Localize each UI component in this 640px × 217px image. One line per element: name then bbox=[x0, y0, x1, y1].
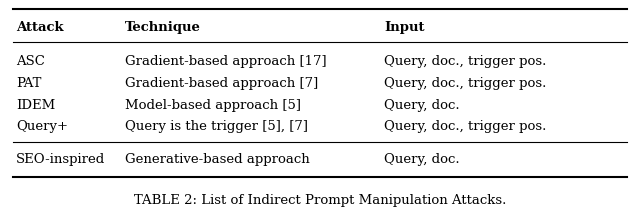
Text: Query, doc., trigger pos.: Query, doc., trigger pos. bbox=[384, 77, 547, 90]
Text: Attack: Attack bbox=[16, 21, 63, 34]
Text: Query, doc.: Query, doc. bbox=[384, 153, 460, 166]
Text: Model-based approach [5]: Model-based approach [5] bbox=[125, 99, 301, 112]
Text: Query, doc., trigger pos.: Query, doc., trigger pos. bbox=[384, 55, 547, 68]
Text: Query+: Query+ bbox=[16, 120, 68, 133]
Text: Generative-based approach: Generative-based approach bbox=[125, 153, 310, 166]
Text: Query, doc.: Query, doc. bbox=[384, 99, 460, 112]
Text: Input: Input bbox=[384, 21, 424, 34]
Text: Technique: Technique bbox=[125, 21, 201, 34]
Text: SEO-inspired: SEO-inspired bbox=[16, 153, 105, 166]
Text: ASC: ASC bbox=[16, 55, 45, 68]
Text: Gradient-based approach [17]: Gradient-based approach [17] bbox=[125, 55, 326, 68]
Text: Query is the trigger [5], [7]: Query is the trigger [5], [7] bbox=[125, 120, 308, 133]
Text: Query, doc., trigger pos.: Query, doc., trigger pos. bbox=[384, 120, 547, 133]
Text: TABLE 2: List of Indirect Prompt Manipulation Attacks.: TABLE 2: List of Indirect Prompt Manipul… bbox=[134, 194, 506, 207]
Text: IDEM: IDEM bbox=[16, 99, 55, 112]
Text: Gradient-based approach [7]: Gradient-based approach [7] bbox=[125, 77, 318, 90]
Text: PAT: PAT bbox=[16, 77, 42, 90]
